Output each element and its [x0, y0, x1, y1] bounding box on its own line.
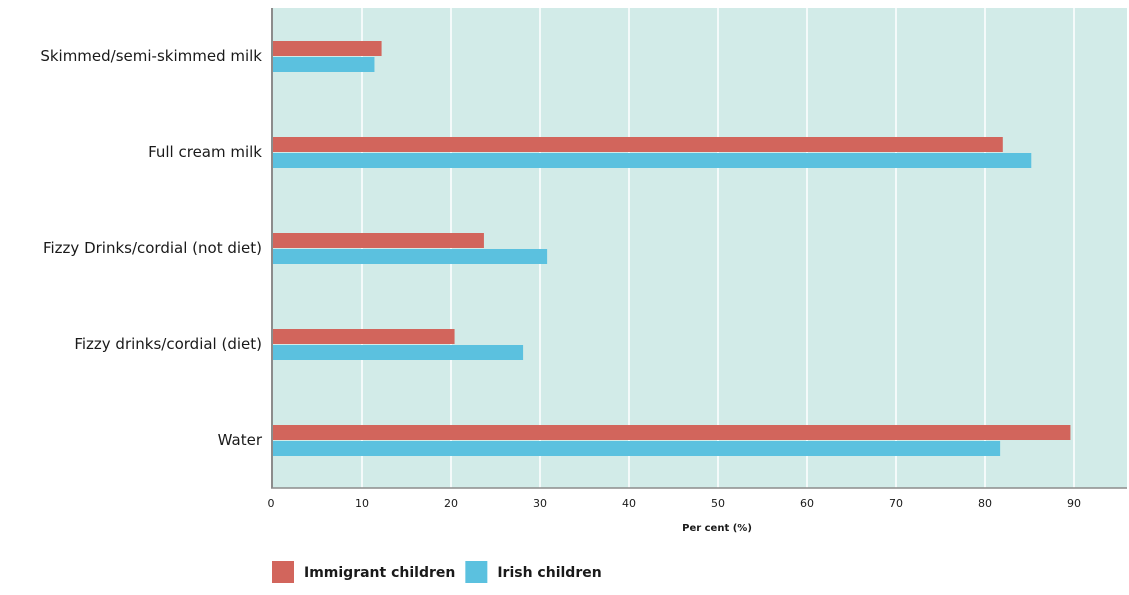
x-tick-labels: 0 10 20 30 40 50 60 70 80 90	[268, 497, 1082, 510]
category-labels: Skimmed/semi-skimmed milk Full cream milk…	[40, 47, 263, 449]
category-label: Full cream milk	[148, 143, 262, 161]
x-tick-label: 30	[533, 497, 547, 510]
bar-immigrant-3	[273, 329, 455, 344]
legend: Immigrant children Irish children	[272, 561, 602, 583]
x-tick-label: 20	[444, 497, 458, 510]
legend-label-irish: Irish children	[497, 565, 601, 581]
bar-irish-1	[273, 153, 1032, 168]
x-tick-label: 90	[1067, 497, 1081, 510]
x-tick-label: 50	[711, 497, 725, 510]
legend-swatch-irish	[465, 561, 488, 583]
bar-irish-0	[273, 57, 375, 72]
x-tick-label: 80	[978, 497, 992, 510]
legend-label-immigrant: Immigrant children	[304, 565, 455, 581]
legend-swatch-immigrant	[272, 561, 294, 583]
bars	[273, 41, 1071, 456]
bar-irish-3	[273, 345, 524, 360]
x-tick-label: 40	[622, 497, 636, 510]
bar-irish-4	[273, 441, 1001, 456]
bar-immigrant-2	[273, 233, 484, 248]
category-label: Skimmed/semi-skimmed milk	[40, 47, 262, 65]
category-label: Water	[218, 431, 263, 449]
bar-immigrant-4	[273, 425, 1071, 440]
bar-irish-2	[273, 249, 548, 264]
x-axis-title: Per cent (%)	[682, 523, 752, 534]
x-tick-label: 10	[355, 497, 369, 510]
category-label: Fizzy drinks/cordial (diet)	[74, 335, 262, 353]
x-tick-label: 70	[889, 497, 903, 510]
bar-immigrant-1	[273, 137, 1003, 152]
category-label: Fizzy Drinks/cordial (not diet)	[43, 239, 262, 257]
bar-immigrant-0	[273, 41, 382, 56]
x-tick-label: 0	[268, 497, 275, 510]
x-tick-label: 60	[800, 497, 814, 510]
